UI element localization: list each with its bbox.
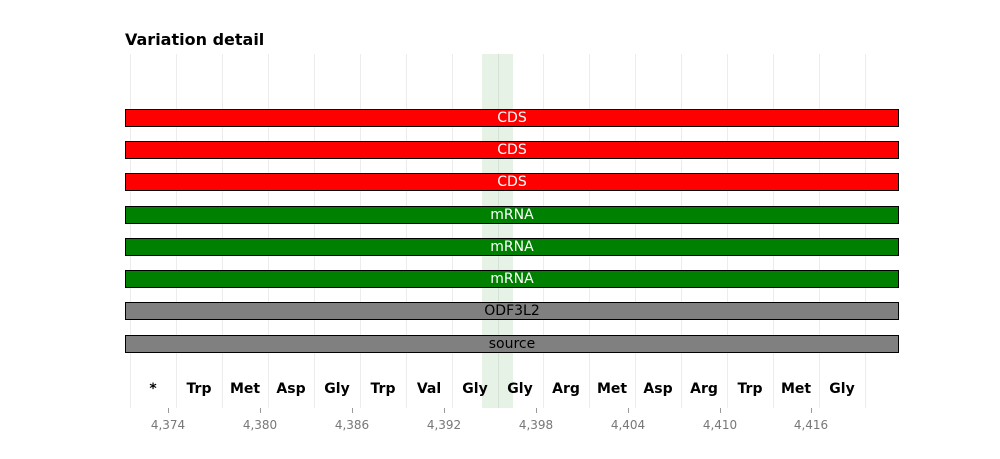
track-label: source xyxy=(488,336,536,352)
amino-acid-label: Arg xyxy=(690,381,718,397)
axis-tick-label: 4,398 xyxy=(518,418,554,432)
codon-gridline xyxy=(176,54,177,408)
track-label: ODF3L2 xyxy=(484,303,540,319)
amino-acid-label: Asp xyxy=(276,381,306,397)
codon-gridline xyxy=(865,54,866,408)
amino-acid-label: Asp xyxy=(643,381,673,397)
codon-gridline xyxy=(543,54,544,408)
amino-acid-label: Met xyxy=(596,381,628,397)
amino-acid-label: Trp xyxy=(370,381,396,397)
amino-acid-label: Arg xyxy=(552,381,580,397)
track-cds-bar[interactable]: CDS xyxy=(125,141,899,159)
track-cds-bar[interactable]: CDS xyxy=(125,173,899,191)
codon-gridline xyxy=(589,54,590,408)
codon-gridline xyxy=(406,54,407,408)
amino-acid-label: Met xyxy=(229,381,261,397)
codon-gridline xyxy=(360,54,361,408)
amino-acid-label: Met xyxy=(780,381,812,397)
codon-gridline xyxy=(635,54,636,408)
track-label: CDS xyxy=(497,142,527,158)
track-label: mRNA xyxy=(490,239,534,255)
axis-tick xyxy=(260,408,261,413)
axis-tick-label: 4,386 xyxy=(334,418,370,432)
codon-gridline xyxy=(222,54,223,408)
axis-tick xyxy=(720,408,721,413)
axis-tick xyxy=(352,408,353,413)
amino-acid-label: Gly xyxy=(324,381,350,397)
axis-tick-label: 4,392 xyxy=(426,418,462,432)
track-mrna-bar[interactable]: mRNA xyxy=(125,238,899,256)
track-feature-bar[interactable]: ODF3L2 xyxy=(125,302,899,320)
track-label: mRNA xyxy=(490,271,534,287)
track-mrna-bar[interactable]: mRNA xyxy=(125,270,899,288)
axis-tick-label: 4,380 xyxy=(242,418,278,432)
axis-tick-label: 4,374 xyxy=(150,418,186,432)
codon-gridline xyxy=(130,54,131,408)
amino-acid-label: Trp xyxy=(186,381,212,397)
axis-tick-label: 4,404 xyxy=(610,418,646,432)
amino-acid-label: Gly xyxy=(507,381,533,397)
codon-gridline xyxy=(681,54,682,408)
axis-tick xyxy=(444,408,445,413)
axis-tick xyxy=(628,408,629,413)
track-mrna-bar[interactable]: mRNA xyxy=(125,206,899,224)
amino-acid-label: * xyxy=(149,381,157,397)
amino-acid-label: Val xyxy=(416,381,442,397)
track-label: CDS xyxy=(497,110,527,126)
codon-gridline xyxy=(773,54,774,408)
variant-highlight xyxy=(482,54,513,408)
axis-tick xyxy=(536,408,537,413)
amino-acid-label: Trp xyxy=(737,381,763,397)
axis-tick-label: 4,410 xyxy=(702,418,738,432)
codon-gridline xyxy=(314,54,315,408)
codon-gridline xyxy=(452,54,453,408)
track-label: mRNA xyxy=(490,207,534,223)
track-cds-bar[interactable]: CDS xyxy=(125,109,899,127)
amino-acid-label: Gly xyxy=(829,381,855,397)
axis-tick xyxy=(811,408,812,413)
figure-title: Variation detail xyxy=(125,30,265,49)
codon-gridline xyxy=(498,54,499,408)
codon-gridline xyxy=(819,54,820,408)
amino-acid-label: Gly xyxy=(462,381,488,397)
track-label: CDS xyxy=(497,174,527,190)
track-feature-bar[interactable]: source xyxy=(125,335,899,353)
axis-tick xyxy=(168,408,169,413)
codon-gridline xyxy=(268,54,269,408)
axis-tick-label: 4,416 xyxy=(793,418,829,432)
codon-gridline xyxy=(727,54,728,408)
